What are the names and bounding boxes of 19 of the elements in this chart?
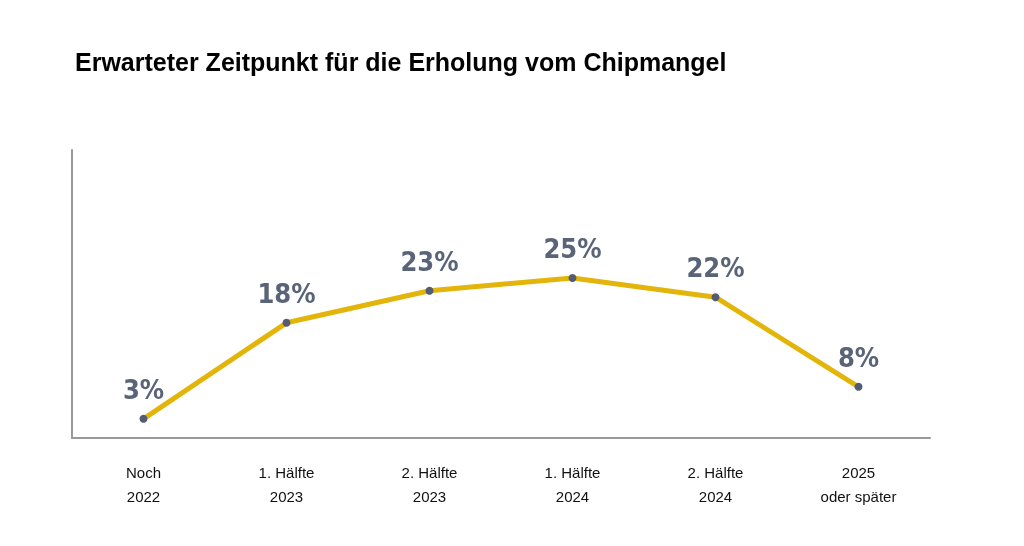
point: [282, 318, 291, 327]
point: [711, 293, 720, 302]
point: [568, 274, 577, 282]
x-tick-label: 2. Hälfte 2024: [687, 463, 744, 505]
data-label: 23%: [400, 245, 459, 277]
data-label: 22%: [686, 252, 745, 284]
x-tick-label: Noch 2022: [125, 463, 162, 505]
data-label: 25%: [543, 233, 602, 264]
x-tick-label: 1. Hälfte 2023: [258, 463, 315, 505]
x-tick-label: 1. Hälfte 2024: [544, 463, 601, 505]
data-label: 18%: [257, 277, 316, 309]
point: [854, 382, 863, 391]
chart-title: Erwarteter Zeitpunkt für die Erholung vom Chipmangel: [75, 47, 727, 76]
x-tick-label: 2. Hälfte 2023: [401, 463, 458, 505]
data-label: 8%: [837, 341, 880, 373]
x-tick-label: 2025 oder später: [820, 463, 897, 505]
data-label: 3%: [122, 373, 165, 405]
point: [139, 414, 148, 423]
point: [425, 286, 434, 295]
